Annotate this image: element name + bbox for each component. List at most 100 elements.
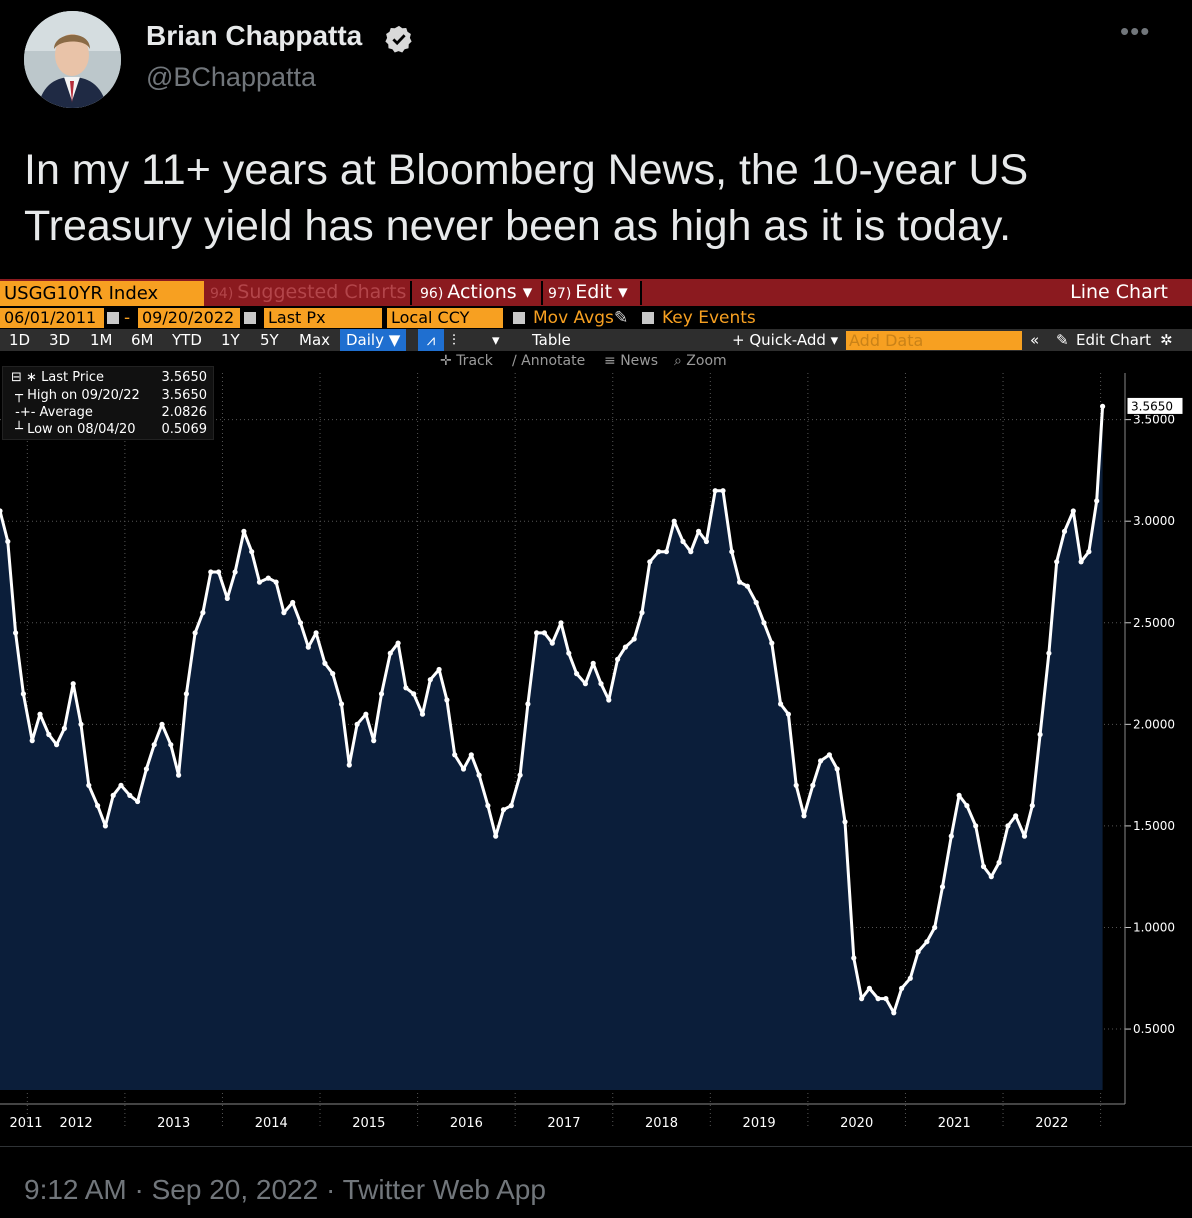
add-data-input[interactable]: Add Data bbox=[846, 331, 1022, 350]
period-max[interactable]: Max bbox=[299, 331, 331, 349]
annotate-tool[interactable]: ∕ Annotate bbox=[512, 353, 585, 369]
data-point bbox=[493, 833, 499, 839]
tweet-timestamp[interactable]: 9:12 AM · Sep 20, 2022 · Twitter Web App bbox=[24, 1174, 546, 1205]
pencil-icon[interactable]: ✎ bbox=[614, 308, 629, 328]
frequency-select[interactable]: Daily ▼ bbox=[340, 329, 407, 351]
tweet-text: In my 11+ years at Bloomberg News, the 1… bbox=[24, 146, 1029, 250]
menu-number: 97) bbox=[548, 286, 572, 302]
legend-value: 2.0826 bbox=[161, 405, 208, 420]
data-point bbox=[1029, 803, 1035, 809]
data-point bbox=[988, 874, 994, 880]
calendar-icon[interactable] bbox=[107, 312, 119, 324]
data-point bbox=[500, 807, 507, 813]
data-point bbox=[61, 725, 67, 731]
data-point bbox=[598, 681, 604, 687]
data-point bbox=[354, 721, 360, 727]
mov-avgs-checkbox[interactable] bbox=[513, 312, 525, 324]
data-point bbox=[5, 538, 11, 545]
start-date-field[interactable]: 06/01/2011 bbox=[0, 308, 104, 328]
data-point bbox=[70, 681, 76, 687]
data-point bbox=[753, 599, 759, 606]
data-point bbox=[1005, 823, 1011, 829]
zoom-tool[interactable]: ⌕ Zoom bbox=[674, 353, 727, 369]
verified-badge-icon bbox=[385, 25, 412, 53]
data-point bbox=[151, 742, 157, 748]
data-point bbox=[517, 772, 523, 778]
data-point bbox=[1100, 403, 1106, 409]
data-point bbox=[127, 792, 133, 799]
period-1d[interactable]: 1D bbox=[9, 331, 31, 349]
data-point bbox=[924, 939, 930, 945]
pencil-icon[interactable]: ✎ bbox=[1056, 331, 1069, 349]
menu-number: 94) bbox=[210, 286, 234, 302]
data-point bbox=[1021, 833, 1028, 839]
period-ytd[interactable]: YTD bbox=[172, 331, 202, 349]
key-events-label[interactable]: Key Events bbox=[662, 308, 756, 328]
data-point bbox=[102, 823, 108, 829]
y-tick-label: 1.5000 bbox=[1133, 819, 1175, 833]
data-point bbox=[688, 549, 694, 555]
data-point bbox=[427, 677, 433, 683]
data-point bbox=[346, 762, 352, 768]
period-1y[interactable]: 1Y bbox=[221, 331, 240, 349]
data-point bbox=[371, 738, 377, 744]
x-tick-label: 2017 bbox=[547, 1116, 580, 1131]
chevron-down-icon[interactable]: ▾ bbox=[492, 331, 500, 349]
currency-select[interactable]: Local CCY bbox=[387, 308, 503, 328]
data-point bbox=[647, 559, 653, 565]
quick-add-button[interactable]: + Quick-Add ▾ bbox=[732, 331, 839, 349]
suggested-charts-menu[interactable]: 94) Suggested Charts bbox=[210, 279, 406, 306]
actions-menu[interactable]: 96) Actions ▾ bbox=[420, 279, 532, 306]
legend-value: 3.5650 bbox=[161, 388, 208, 403]
avatar[interactable] bbox=[24, 11, 121, 108]
edit-menu[interactable]: 97) Edit ▾ bbox=[548, 279, 628, 306]
data-point bbox=[899, 985, 905, 992]
gear-icon[interactable]: ✲ bbox=[1160, 331, 1173, 349]
data-point bbox=[86, 782, 92, 788]
collapse-icon[interactable]: « bbox=[1030, 331, 1040, 349]
period-5y[interactable]: 5Y bbox=[260, 331, 279, 349]
data-point bbox=[297, 620, 304, 626]
ticker-field[interactable]: USGG10YR Index bbox=[0, 281, 204, 306]
author-name[interactable]: Brian Chappatta bbox=[146, 20, 363, 51]
period-1m[interactable]: 1M bbox=[90, 331, 113, 349]
legend-row-low: ┴ Low on 08/04/20 0.5069 bbox=[11, 421, 211, 439]
data-point bbox=[680, 538, 686, 545]
period-6m[interactable]: 6M bbox=[131, 331, 154, 349]
data-point bbox=[1094, 498, 1100, 504]
bar-chart-icon[interactable]: ⫶ bbox=[452, 331, 456, 349]
legend-label: Last Price bbox=[41, 370, 104, 385]
period-3d[interactable]: 3D bbox=[49, 331, 71, 349]
y-tick-label: 1.0000 bbox=[1133, 920, 1175, 934]
data-point bbox=[281, 610, 287, 616]
mov-avgs-label[interactable]: Mov Avgs bbox=[533, 308, 614, 328]
data-point bbox=[485, 803, 491, 809]
track-tool[interactable]: ✛ Track bbox=[440, 353, 493, 369]
data-point bbox=[1037, 731, 1043, 738]
y-tick-label: 2.5000 bbox=[1133, 616, 1175, 630]
data-point bbox=[883, 996, 889, 1002]
more-icon[interactable]: ••• bbox=[1120, 16, 1151, 46]
line-chart-icon[interactable]: ⩘ bbox=[418, 329, 444, 351]
data-point bbox=[956, 792, 962, 799]
key-events-checkbox[interactable] bbox=[642, 312, 654, 324]
author-handle[interactable]: @BChappatta bbox=[146, 62, 317, 92]
field-select[interactable]: Last Px bbox=[264, 308, 382, 328]
table-button[interactable]: Table bbox=[532, 331, 571, 349]
data-point bbox=[622, 644, 629, 650]
data-point bbox=[419, 711, 426, 717]
edit-chart-button[interactable]: Edit Chart bbox=[1076, 331, 1152, 349]
y-tick-label: 0.5000 bbox=[1133, 1022, 1175, 1036]
bloomberg-chart-screenshot: USGG10YR Index 94) Suggested Charts 96) Ac… bbox=[0, 279, 1192, 1141]
yield-chart[interactable]: 0.5000 1.0000 1.5000 2.0000 2.5000 3.0000 3.50… bbox=[0, 279, 1192, 1141]
data-point bbox=[110, 792, 116, 799]
data-point bbox=[118, 782, 124, 788]
end-date-field[interactable]: 09/20/2022 bbox=[138, 308, 240, 328]
menu-label: Edit ▾ bbox=[575, 281, 628, 303]
x-tick-label: 2021 bbox=[938, 1116, 971, 1131]
low-marker-icon: ┴ bbox=[11, 422, 28, 437]
x-tick-label: 2015 bbox=[352, 1116, 385, 1131]
calendar-icon[interactable] bbox=[244, 312, 256, 324]
news-tool[interactable]: ≡ News bbox=[604, 353, 658, 369]
data-point bbox=[256, 579, 263, 585]
